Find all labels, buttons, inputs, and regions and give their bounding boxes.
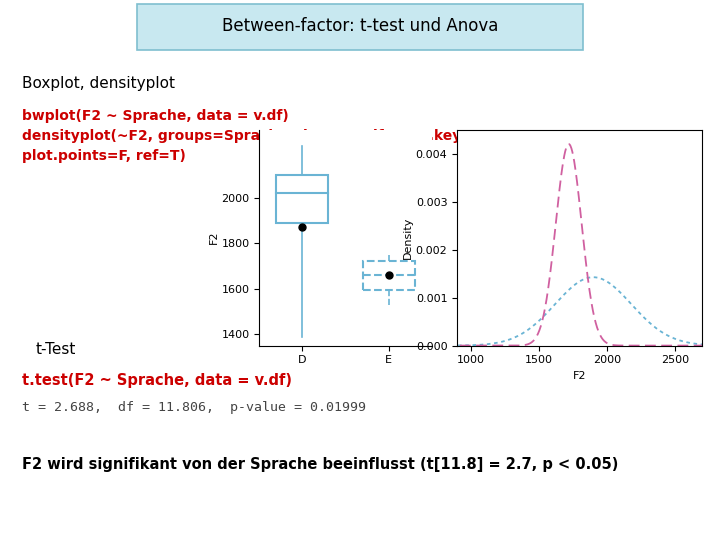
Text: bwplot(F2 ~ Sprache, data = v.df): bwplot(F2 ~ Sprache, data = v.df) xyxy=(22,109,288,123)
FancyBboxPatch shape xyxy=(137,4,583,50)
Text: t.test(F2 ~ Sprache, data = v.df): t.test(F2 ~ Sprache, data = v.df) xyxy=(22,373,292,388)
Bar xyxy=(363,261,415,290)
Text: densityplot(~F2, groups=Sprache, data = v.df, auto.key=T,: densityplot(~F2, groups=Sprache, data = … xyxy=(22,129,485,143)
Text: E: E xyxy=(472,144,479,154)
Text: t = 2.688,  df = 11.806,  p-value = 0.01999: t = 2.688, df = 11.806, p-value = 0.0199… xyxy=(22,401,366,414)
Text: F2 wird signifikant von der Sprache beeinflusst (t[11.8] = 2.7, p < 0.05): F2 wird signifikant von der Sprache beei… xyxy=(22,457,618,472)
Y-axis label: F2: F2 xyxy=(209,231,219,244)
Text: D: D xyxy=(472,131,480,141)
Text: Boxplot, densityplot: Boxplot, densityplot xyxy=(22,76,174,91)
Text: plot.points=F, ref=T): plot.points=F, ref=T) xyxy=(22,149,186,163)
Text: t-Test: t-Test xyxy=(36,342,76,357)
X-axis label: F2: F2 xyxy=(573,371,586,381)
Text: Between-factor: t-test und Anova: Between-factor: t-test und Anova xyxy=(222,17,498,35)
Bar xyxy=(276,175,328,223)
Y-axis label: Density: Density xyxy=(403,217,413,259)
